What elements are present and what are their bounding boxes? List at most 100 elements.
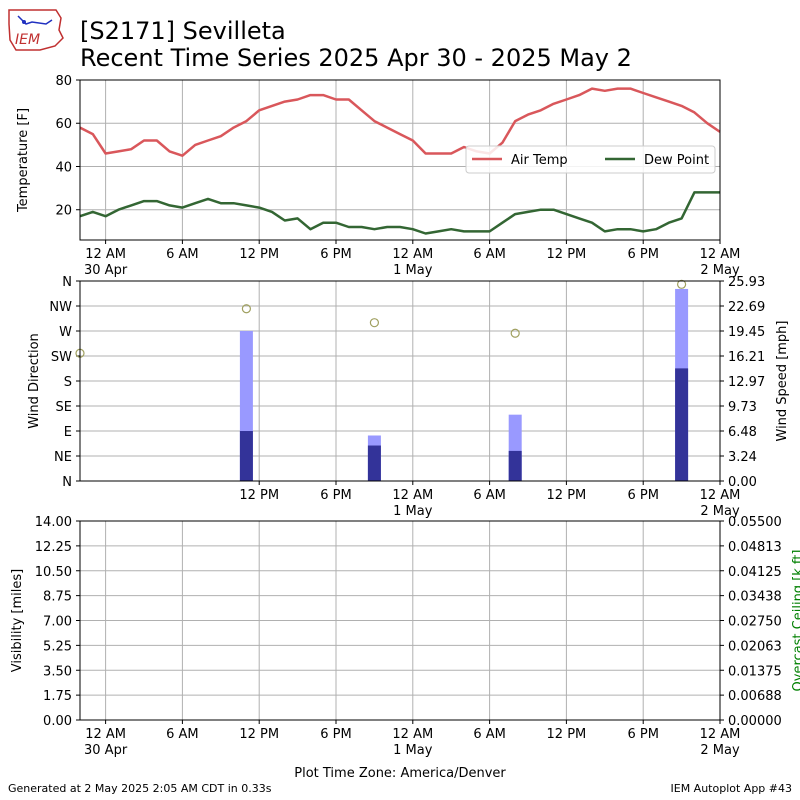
speed-bar bbox=[675, 368, 689, 481]
x-tick-label-date: 1 May bbox=[393, 263, 433, 278]
legend-label: Air Temp bbox=[511, 153, 568, 168]
legend-box bbox=[465, 145, 716, 174]
chart-title: [S2171] Sevilleta bbox=[80, 17, 286, 45]
direction-point bbox=[676, 279, 687, 289]
y-tick-label: 14.00 bbox=[35, 515, 72, 530]
x-tick-label: 12 PM bbox=[239, 488, 279, 503]
x-tick-label-date: 2 May bbox=[700, 263, 740, 278]
x-tick-label: 12 AM bbox=[85, 247, 126, 262]
y2-tick-label: 0.00 bbox=[728, 475, 757, 490]
y2-tick-label: 0.02063 bbox=[728, 639, 782, 654]
x-tick-label: 6 PM bbox=[320, 727, 351, 742]
iem-logo: IEM bbox=[6, 6, 64, 52]
y-tick-label: 12.25 bbox=[35, 540, 72, 555]
x-tick-label: 12 AM bbox=[392, 727, 433, 742]
y-tick-label: 5.25 bbox=[43, 639, 72, 654]
x-tick-label: 6 PM bbox=[320, 247, 351, 262]
series-line-dew-point bbox=[79, 191, 720, 235]
x-axis-label: Plot Time Zone: America/Denver bbox=[294, 766, 506, 781]
y2-tick-label: 0.02750 bbox=[728, 615, 782, 630]
x-tick-label: 12 PM bbox=[547, 488, 587, 503]
y2-tick-label: 19.45 bbox=[728, 325, 765, 340]
y2-tick-label: 6.48 bbox=[728, 425, 757, 440]
speed-bar bbox=[367, 445, 381, 481]
y-tick-label: 80 bbox=[55, 74, 72, 89]
y-tick-label: N bbox=[62, 275, 72, 290]
x-tick-label-date: 1 May bbox=[393, 743, 433, 758]
x-tick-label: 6 AM bbox=[166, 727, 199, 742]
x-tick-label: 12 AM bbox=[700, 488, 741, 503]
y-tick-label: SE bbox=[56, 400, 72, 415]
y2-tick-label: 22.69 bbox=[728, 300, 765, 315]
series-line-air-temp bbox=[79, 87, 721, 157]
y-tick-label: 3.50 bbox=[43, 664, 72, 679]
x-tick-label: 12 AM bbox=[392, 247, 433, 262]
y-tick-label: SW bbox=[51, 350, 72, 365]
plot-frame bbox=[79, 520, 721, 721]
y-axis-label: Visibility [miles] bbox=[10, 569, 25, 672]
y-tick-label: NE bbox=[54, 450, 72, 465]
legend bbox=[465, 145, 716, 174]
x-tick-label: 12 PM bbox=[547, 727, 587, 742]
y-tick-label: 7.00 bbox=[43, 615, 72, 630]
x-tick-label: 6 AM bbox=[166, 247, 199, 262]
x-tick-label: 12 AM bbox=[85, 727, 126, 742]
y2-tick-label: 12.97 bbox=[728, 375, 765, 390]
speed-bar bbox=[239, 431, 253, 481]
x-tick-label-date: 30 Apr bbox=[84, 263, 128, 278]
x-tick-label: 6 PM bbox=[627, 488, 658, 503]
y2-tick-label: 0.05500 bbox=[728, 515, 782, 530]
x-tick-label: 6 PM bbox=[320, 488, 351, 503]
y-tick-label: 40 bbox=[55, 160, 72, 175]
y-tick-label: NW bbox=[49, 300, 72, 315]
y2-tick-label: 16.21 bbox=[728, 350, 765, 365]
y-axis-label: Temperature [F] bbox=[16, 108, 31, 213]
x-tick-label: 12 AM bbox=[700, 247, 741, 262]
x-tick-label: 6 AM bbox=[473, 488, 506, 503]
y2-tick-label: 0.00000 bbox=[728, 714, 782, 729]
direction-point bbox=[241, 304, 251, 314]
x-tick-label-date: 30 Apr bbox=[84, 743, 128, 758]
x-tick-label: 12 PM bbox=[239, 247, 279, 262]
speed-bar bbox=[508, 450, 522, 481]
y2-axis-label: Overcast Ceiling [k ft] bbox=[791, 550, 800, 692]
y-axis-label: Wind Direction bbox=[27, 333, 42, 429]
x-tick-label-date: 1 May bbox=[393, 504, 433, 519]
x-tick-label: 12 PM bbox=[547, 247, 587, 262]
generated-note: Generated at 2 May 2025 2:05 AM CDT in 0… bbox=[8, 782, 272, 795]
y-tick-label: 8.75 bbox=[43, 590, 72, 605]
y-tick-label: S bbox=[64, 375, 72, 390]
logo-text: IEM bbox=[15, 32, 40, 48]
x-tick-label: 6 AM bbox=[473, 727, 506, 742]
y-tick-label: 1.75 bbox=[43, 689, 72, 704]
direction-point bbox=[510, 328, 520, 338]
y2-tick-label: 0.04125 bbox=[728, 565, 782, 580]
x-tick-label: 12 AM bbox=[700, 727, 741, 742]
y-tick-label: N bbox=[62, 475, 72, 490]
y2-tick-label: 9.73 bbox=[728, 400, 757, 415]
x-tick-label: 12 PM bbox=[239, 727, 279, 742]
y2-tick-label: 0.00688 bbox=[728, 689, 782, 704]
plot-frame bbox=[79, 280, 721, 482]
y2-tick-label: 0.01375 bbox=[728, 664, 782, 679]
chart-subtitle: Recent Time Series 2025 Apr 30 - 2025 Ma… bbox=[80, 44, 632, 72]
plot-frame bbox=[79, 79, 721, 241]
y-tick-label: 20 bbox=[55, 204, 72, 219]
y2-tick-label: 25.93 bbox=[728, 275, 765, 290]
direction-point bbox=[369, 318, 379, 328]
x-tick-label: 6 AM bbox=[473, 247, 506, 262]
x-tick-label: 6 PM bbox=[627, 727, 658, 742]
y-tick-label: W bbox=[59, 325, 72, 340]
x-tick-label: 12 AM bbox=[392, 488, 433, 503]
y-tick-label: E bbox=[64, 425, 72, 440]
y2-tick-label: 3.24 bbox=[728, 450, 757, 465]
y-tick-label: 10.50 bbox=[35, 565, 72, 580]
y-tick-label: 0.00 bbox=[43, 714, 72, 729]
legend-label: Dew Point bbox=[644, 153, 709, 168]
x-tick-label-date: 2 May bbox=[700, 743, 740, 758]
app-note: IEM Autoplot App #43 bbox=[670, 782, 793, 795]
x-tick-label: 6 PM bbox=[627, 247, 658, 262]
y2-tick-label: 0.03438 bbox=[728, 590, 782, 605]
y2-tick-label: 0.04813 bbox=[728, 540, 782, 555]
